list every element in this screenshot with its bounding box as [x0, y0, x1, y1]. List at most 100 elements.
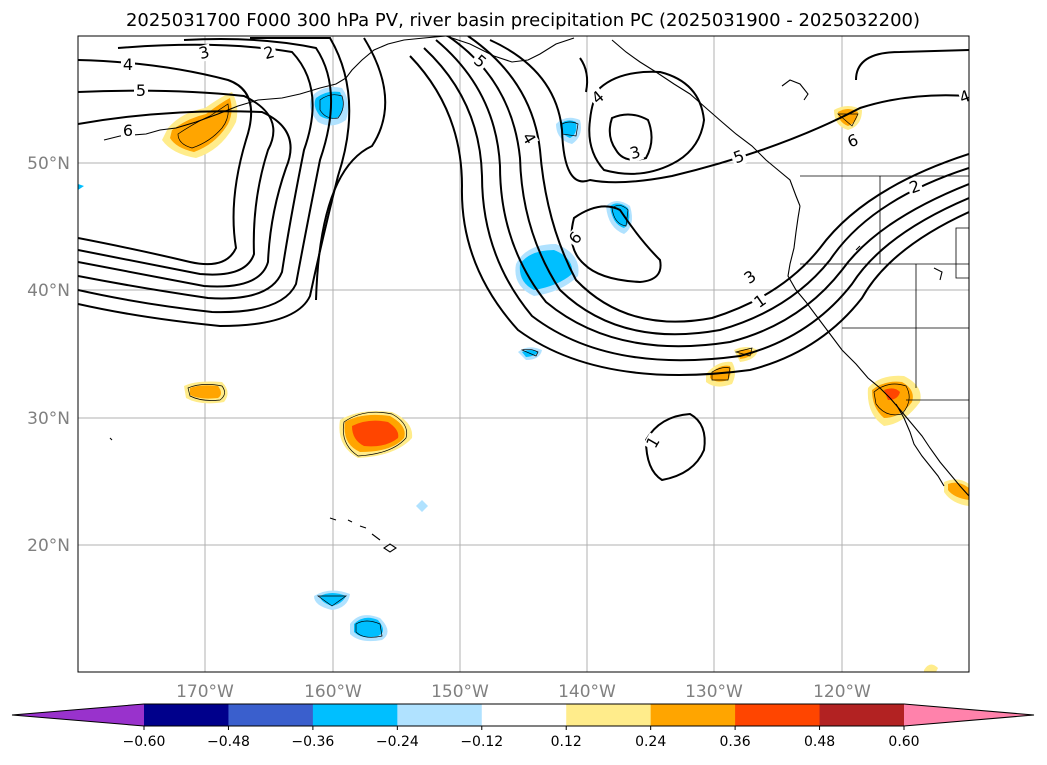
outline-neg-south-a — [316, 595, 348, 607]
pv-contour-ridge-1 — [447, 36, 969, 336]
precip-neg-midlat-core — [519, 250, 573, 290]
precip-blob-west-small-core — [190, 385, 221, 399]
precip-blob-central-pacific-core — [352, 420, 399, 447]
colorbar-extend-low — [12, 704, 144, 726]
coastline-us-west — [787, 205, 891, 399]
outline-offshore-a — [711, 367, 731, 381]
outline-gulf-east — [561, 121, 579, 137]
lon-tick-120w: 120°W — [813, 682, 871, 702]
colorbar-tick-label: 0.48 — [804, 734, 835, 750]
pv-contour-west-2 — [78, 89, 275, 276]
pv-contours — [78, 36, 969, 482]
colorbar-tick-label: −0.60 — [123, 734, 166, 750]
coastline-hawaii — [329, 517, 397, 553]
colorbar-tick-label: −0.48 — [207, 734, 250, 750]
pv-label-1: 4 — [123, 55, 133, 74]
coastlines — [103, 36, 969, 553]
pv-contour-ridge-6 — [489, 39, 969, 184]
colorbar: −0.60 −0.48 −0.36 −0.24 −0.12 0.12 0.24 0.36 0.4… — [11, 703, 1035, 750]
outline-neg-south-b — [355, 620, 383, 638]
colorbar-segment — [735, 704, 821, 726]
pv-contour-west-3 — [78, 110, 292, 288]
pv-label-9: 3 — [628, 142, 643, 163]
pv-contour-west-1 — [78, 59, 253, 266]
coastline-islands-b — [855, 245, 943, 281]
border-state-e — [955, 227, 969, 279]
coastline-bc-panhandle — [611, 39, 801, 207]
precip-blob-pnw-core — [838, 109, 858, 126]
lat-tick-20n: 20°N — [27, 536, 70, 556]
colorbar-tick-label: 0.60 — [888, 734, 919, 750]
pv-label-4: 5 — [136, 81, 146, 100]
border-state-d — [842, 327, 917, 388]
precip-neg-offshore-core — [610, 203, 630, 228]
colorbar-segment — [566, 704, 652, 726]
lon-tick-170w: 170°W — [176, 682, 234, 702]
pv-contour-west-5 — [78, 38, 333, 314]
coastline-island-a — [781, 79, 809, 101]
colorbar-tick-label: −0.24 — [376, 734, 419, 750]
pv-contour-ridge-2 — [435, 39, 969, 348]
colorbar-tick-label: 0.12 — [551, 734, 582, 750]
colorbar-segment — [312, 704, 398, 726]
pv-label-5: 6 — [123, 121, 133, 140]
precip-outline-contours — [177, 94, 910, 638]
map-panel: 4 3 2 5 6 5 4 4 3 6 5 6 2 3 1 1 4 — [77, 35, 970, 673]
pv-label-2: 3 — [197, 42, 212, 63]
lat-tick-50n: 50°N — [27, 154, 70, 174]
pv-contour-closed-low — [608, 113, 653, 161]
coastline-aleutians-alaska — [103, 36, 447, 141]
colorbar-tick-label: 0.24 — [635, 734, 666, 750]
pv-contour-trough-west — [315, 37, 387, 301]
political-borders — [800, 175, 969, 401]
colorbar-segment — [819, 704, 905, 726]
pv-contour-cutoff — [570, 205, 662, 284]
colorbar-tick-label: −0.12 — [460, 734, 503, 750]
coastline-island-tiny — [109, 437, 113, 441]
pv-contour-ridge-3 — [423, 47, 969, 362]
map-frame — [77, 35, 970, 673]
pv-contour-west-6 — [78, 37, 351, 328]
pv-contour-subtropical — [644, 412, 706, 482]
colorbar-segment — [144, 704, 229, 726]
pv-contour-west-4 — [78, 43, 314, 300]
coastline-baja-mainland — [889, 397, 969, 497]
pv-contour-labels: 4 3 2 5 6 5 4 4 3 6 5 6 2 3 1 1 4 — [121, 42, 969, 453]
lon-tick-160w: 160°W — [304, 682, 362, 702]
pv-contour-gulf-fragment — [579, 57, 589, 93]
lon-tick-140w: 140°W — [558, 682, 616, 702]
gridlines — [78, 36, 969, 672]
map-title: 2025031700 F000 300 hPa PV, river basin … — [126, 10, 920, 31]
precip-blob-california-core — [884, 388, 900, 400]
latitude-ticks: 50°N 40°N 30°N 20°N — [27, 154, 70, 556]
precip-blob-mexico-edge — [924, 664, 938, 672]
coastline-gulf-of-alaska — [445, 36, 575, 63]
outline-offshore — [611, 205, 629, 227]
colorbar-segment — [650, 704, 736, 726]
colorbar-segment — [397, 704, 483, 726]
outline-aleutian-west — [177, 103, 229, 149]
outline-california — [873, 383, 910, 416]
outline-west-small — [187, 384, 225, 401]
precip-neg-west-edge — [78, 184, 84, 190]
lon-tick-150w: 150°W — [431, 682, 489, 702]
precip-blob-baja-south-core — [948, 482, 969, 500]
lat-tick-40n: 40°N — [27, 281, 70, 301]
longitude-ticks: 170°W 160°W 150°W 140°W 130°W 120°W — [176, 682, 871, 702]
precip-neg-gulf-east-core — [560, 120, 577, 138]
colorbar-extend-high — [904, 704, 1034, 726]
pv-label-3: 2 — [262, 42, 277, 63]
colorbar-segment — [228, 704, 314, 726]
colorbar-tick-label: −0.36 — [291, 734, 334, 750]
colorbar-segment — [481, 704, 567, 726]
lat-tick-30n: 30°N — [27, 409, 70, 429]
pv-contour-northeast — [855, 49, 969, 81]
precip-neg-hawaii-east — [416, 500, 428, 512]
pv-contour-ridge-4 — [409, 55, 969, 376]
outline-central-pacific — [342, 411, 408, 457]
outline-neg-small — [520, 348, 539, 357]
coastline-baja-peninsula — [895, 403, 945, 487]
pv-contour-closed-low-outer — [588, 70, 706, 175]
colorbar-tick-label: 0.36 — [720, 734, 751, 750]
